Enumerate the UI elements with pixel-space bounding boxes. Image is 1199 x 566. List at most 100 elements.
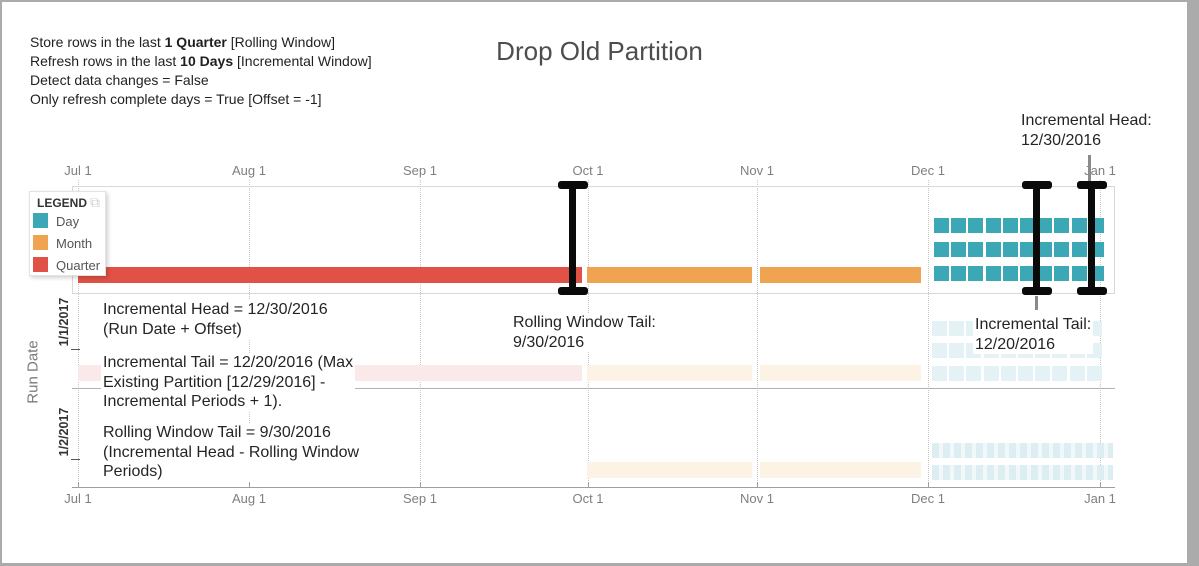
settings-text-block: Store rows in the last 1 Quarter [Rollin…	[30, 33, 372, 109]
axis-label-bottom: Sep 1	[403, 491, 437, 506]
legend-item-quarter[interactable]: Quarter	[33, 257, 105, 273]
day-mark[interactable]	[1020, 218, 1035, 233]
day-mark[interactable]	[1054, 266, 1069, 281]
axis-label-top: Nov 1	[740, 163, 774, 178]
legend-swatch-day	[33, 213, 48, 228]
axis-tick	[249, 482, 250, 488]
faded-month-bar-row1-nov	[760, 365, 921, 381]
row-label-tick	[71, 459, 80, 460]
day-mark[interactable]	[1072, 242, 1087, 257]
marker-incremental-head	[1077, 181, 1107, 295]
quarter-bar-q3-2016[interactable]	[78, 267, 582, 283]
leader-line-incremental-tail	[1035, 296, 1038, 310]
day-mark-faded	[949, 343, 964, 358]
axis-label-top: Oct 1	[572, 163, 604, 178]
annotation-rolling-window-tail: Rolling Window Tail: 9/30/2016	[511, 313, 658, 352]
day-mark[interactable]	[1003, 218, 1018, 233]
setting-detect-data-changes: Detect data changes = False	[30, 72, 209, 88]
legend: LEGEND ⧉ Day Month Quarter	[29, 191, 106, 276]
day-mark[interactable]	[968, 266, 983, 281]
day-mark-faded	[1018, 366, 1033, 381]
day-mark[interactable]	[934, 266, 949, 281]
day-mark[interactable]	[1020, 242, 1035, 257]
row-label-1-1-2017: 1/1/2017	[57, 297, 71, 347]
page-border-left	[0, 0, 2, 566]
axis-label-bottom: Nov 1	[740, 491, 774, 506]
day-mark[interactable]	[1037, 242, 1052, 257]
day-mark[interactable]	[1072, 218, 1087, 233]
axis-label-bottom: Aug 1	[232, 491, 266, 506]
legend-swatch-month	[33, 235, 48, 250]
day-mark[interactable]	[951, 218, 966, 233]
ibeam-cap-icon	[1077, 287, 1107, 295]
day-mark[interactable]	[968, 218, 983, 233]
axis-label-top: Dec 1	[911, 163, 945, 178]
day-mark-faded	[932, 321, 947, 336]
row-label-1-2-2017: 1/2/2017	[57, 407, 71, 457]
faded-month-bar-row1-oct	[587, 365, 752, 381]
day-mark-faded	[1087, 366, 1102, 381]
axis-label-top: Aug 1	[232, 163, 266, 178]
day-mark[interactable]	[1037, 218, 1052, 233]
legend-title: LEGEND	[37, 196, 88, 210]
setting-rolling-window: Store rows in the last 1 Quarter [Rollin…	[30, 34, 336, 50]
axis-label-top: Jan 1	[1084, 163, 1116, 178]
day-mark[interactable]	[951, 242, 966, 257]
day-mark[interactable]	[986, 218, 1001, 233]
legend-label-month: Month	[56, 236, 93, 251]
ibeam-cap-icon	[1022, 287, 1052, 295]
day-mark[interactable]	[1054, 242, 1069, 257]
gridline-nov-1	[757, 180, 758, 487]
axis-tick	[1100, 482, 1101, 488]
copy-icon[interactable]: ⧉	[90, 194, 100, 210]
annotation-incremental-head-calc: Incremental Head = 12/30/2016 (Run Date …	[101, 300, 330, 339]
faded-day-ribbon-row2-upper	[932, 443, 1113, 458]
y-axis-title: Run Date	[24, 340, 42, 404]
annotation-incremental-head-top: Incremental Head: 12/30/2016	[1019, 111, 1154, 150]
day-mark[interactable]	[1037, 266, 1052, 281]
day-mark[interactable]	[986, 242, 1001, 257]
day-mark-faded	[966, 366, 981, 381]
annotation-rolling-window-tail-calc: Rolling Window Tail = 9/30/2016 (Increme…	[101, 423, 362, 482]
day-mark[interactable]	[1003, 266, 1018, 281]
ibeam-cap-icon	[558, 287, 588, 295]
faded-month-bar-row2-oct	[587, 462, 752, 478]
page-title: Drop Old Partition	[496, 36, 703, 66]
day-mark[interactable]	[934, 242, 949, 257]
ibeam-stem-icon	[1088, 183, 1095, 293]
gridline-sep-1	[420, 180, 421, 487]
day-mark-faded	[1035, 366, 1050, 381]
day-mark[interactable]	[951, 266, 966, 281]
gridline-jul-1	[78, 180, 79, 487]
axis-tick	[757, 482, 758, 488]
day-mark[interactable]	[1003, 242, 1018, 257]
x-axis-line	[72, 487, 1115, 488]
setting-complete-days: Only refresh complete days = True [Offse…	[30, 91, 322, 107]
day-mark-faded	[949, 366, 964, 381]
month-bar-oct-2016[interactable]	[587, 267, 752, 283]
row-label-tick	[71, 349, 80, 350]
page-border-top	[0, 0, 1199, 2]
day-mark[interactable]	[968, 242, 983, 257]
month-bar-nov-2016[interactable]	[760, 267, 921, 283]
axis-label-top: Jul 1	[64, 163, 92, 178]
day-mark[interactable]	[1054, 218, 1069, 233]
axis-tick	[420, 482, 421, 488]
legend-item-month[interactable]: Month	[33, 235, 105, 251]
day-mark[interactable]	[986, 266, 1001, 281]
page-border-right	[1187, 0, 1199, 566]
marker-rolling-window-tail	[558, 181, 588, 295]
annotation-incremental-tail-calc: Incremental Tail = 12/20/2016 (Max Exist…	[101, 353, 356, 412]
legend-swatch-quarter	[33, 257, 48, 272]
day-mark[interactable]	[1072, 266, 1087, 281]
legend-item-day[interactable]: Day	[33, 213, 105, 229]
day-mark-faded	[949, 321, 964, 336]
day-mark-faded	[1070, 366, 1085, 381]
day-mark[interactable]	[1020, 266, 1035, 281]
run-row-separator	[72, 388, 1115, 389]
annotation-incremental-tail: Incremental Tail: 12/20/2016	[973, 315, 1094, 354]
marker-incremental-tail	[1022, 181, 1052, 295]
day-mark[interactable]	[934, 218, 949, 233]
day-mark-faded	[932, 366, 947, 381]
